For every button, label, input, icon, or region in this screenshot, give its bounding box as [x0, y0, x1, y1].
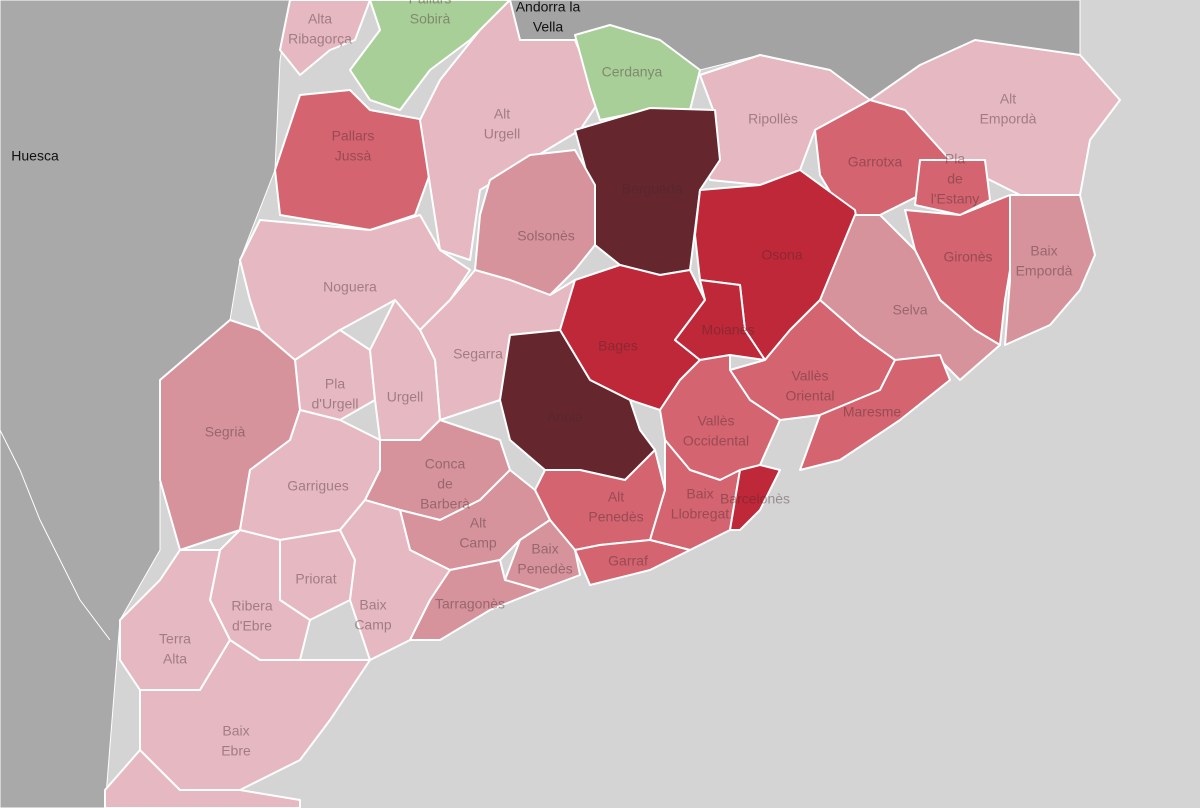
region	[119, 549, 231, 691]
region-label: Priorat	[295, 571, 336, 587]
region-label: Gironès	[943, 249, 992, 265]
region-label: Pla	[325, 376, 345, 392]
region-label: Alta	[163, 651, 187, 667]
region-label: Garrigues	[287, 478, 348, 494]
region-label: Anoia	[547, 409, 583, 425]
region-label: Alt	[470, 515, 486, 531]
region-label: Vella	[533, 19, 564, 35]
region-label: Terra	[159, 631, 191, 647]
region	[274, 89, 436, 231]
region-label: Ribera	[231, 598, 272, 614]
region	[419, 0, 601, 261]
region-label: Baix	[531, 541, 558, 557]
region-label: d'Ebre	[232, 618, 272, 634]
region	[1004, 194, 1096, 346]
region-label: Osona	[761, 247, 802, 263]
region-label: Pallars	[332, 128, 375, 144]
region-label: Vallès	[697, 413, 734, 429]
region-label: Ripollès	[748, 111, 798, 127]
region-label: Urgell	[387, 389, 424, 405]
region-label: Alt	[1000, 91, 1016, 107]
region-label: Bages	[598, 338, 638, 354]
region-label: Camp	[354, 617, 392, 633]
region-label: l'Estany	[931, 191, 980, 207]
region-label: Segrià	[205, 424, 246, 440]
region	[729, 464, 781, 531]
region-label: Pallars	[409, 0, 452, 7]
region-label: Empordà	[1016, 263, 1073, 279]
region-label: Urgell	[484, 126, 521, 142]
region	[799, 354, 951, 471]
region-label: Selva	[892, 302, 927, 318]
region-label: Noguera	[323, 279, 377, 295]
region-label: Moianès	[702, 322, 755, 338]
region-label: Tarragonès	[435, 596, 505, 612]
region-label: Baix	[359, 597, 386, 613]
region-label: Barcelonès	[720, 491, 790, 507]
region-label: de	[437, 476, 453, 492]
region-label: Pla	[945, 151, 965, 167]
region	[914, 159, 991, 216]
region-label: Maresme	[843, 404, 902, 420]
region-label: Oriental	[785, 388, 834, 404]
region-label: d'Urgell	[311, 396, 358, 412]
region	[139, 639, 371, 791]
region-label: Jussà	[335, 148, 372, 164]
region-label: Ribagorça	[288, 31, 352, 47]
region-label: Baix	[222, 723, 249, 739]
region-label: Andorra la	[516, 0, 581, 15]
region-label: Vallès	[791, 368, 828, 384]
region-label: Alta	[308, 11, 332, 27]
region-label: Garrotxa	[848, 154, 903, 170]
region	[474, 149, 596, 296]
region-label: Penedès	[588, 509, 643, 525]
labels: Alta Ribagorça Pallars Sobirà Pallars Jussà Al…	[11, 0, 1072, 759]
region-label: Occidental	[683, 433, 749, 449]
region-label: Garraf	[608, 553, 648, 569]
region-label: Camp	[459, 535, 497, 551]
region-label: Penedès	[517, 561, 572, 577]
region-label: Alt	[608, 489, 624, 505]
region-label: Llobregat	[671, 506, 729, 522]
province-border	[0, 429, 111, 641]
region-label: Cerdanya	[602, 64, 663, 80]
region-label: Barberà	[420, 496, 470, 512]
region-label: Solsonès	[517, 228, 575, 244]
region-label: Conca	[425, 456, 466, 472]
region-label: Segarra	[453, 346, 503, 362]
region	[574, 539, 691, 586]
region-label: Empordà	[980, 111, 1037, 127]
region	[659, 354, 781, 481]
region-label: Sobirà	[410, 11, 451, 27]
region-label: Huesca	[11, 148, 59, 164]
regions	[119, 0, 1121, 791]
region-label: Baix	[686, 486, 713, 502]
region-label: Alt	[494, 106, 510, 122]
region-label: Ebre	[221, 743, 251, 759]
region	[409, 559, 541, 641]
region-label: Berguedà	[622, 181, 683, 197]
region	[279, 0, 371, 76]
region-label: Baix	[1030, 243, 1057, 259]
region-label: de	[947, 171, 963, 187]
